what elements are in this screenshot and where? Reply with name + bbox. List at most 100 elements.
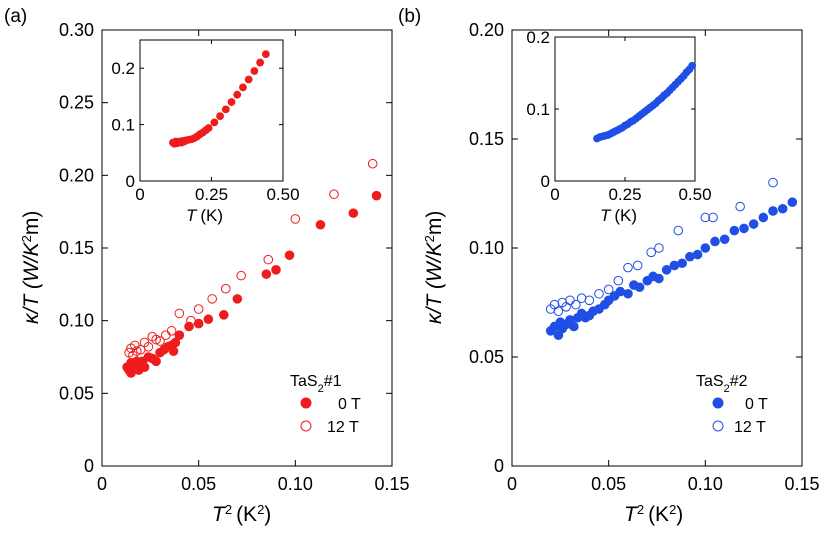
data-point (348, 208, 359, 218)
data-point (371, 190, 382, 201)
panel-b-x-axis-title: T2 (K2) (624, 502, 683, 527)
y-tick-label: 0 (126, 172, 135, 191)
y-tick-label: 0.2 (526, 28, 550, 47)
data-point (161, 330, 171, 341)
panel-b-legend-sample: TaS2#2 (696, 373, 748, 395)
data-point (623, 262, 633, 273)
data-point (132, 346, 142, 356)
panel-b-inset-ticks (554, 36, 696, 182)
panel-b-inset-x-axis-title: T (K) (600, 206, 637, 225)
data-point (271, 265, 281, 275)
panel-b-legend-label-12t: 12 T (734, 419, 766, 436)
data-point (256, 58, 265, 67)
y-tick-label: 0 (84, 456, 94, 476)
y-tick-label: 0.2 (111, 59, 135, 78)
panel-b-y-tick-labels: 0 0.05 0.10 0.15 0.20 (469, 20, 504, 476)
data-point (166, 326, 177, 336)
data-point (571, 299, 581, 310)
data-point (719, 234, 730, 245)
panel-b-series-12t (545, 177, 778, 317)
x-tick-label: 0 (550, 185, 559, 204)
x-tick-label: 0 (135, 185, 144, 204)
panel-a-legend-label-0t: 0 T (338, 396, 361, 413)
data-point (692, 249, 703, 260)
panel-a-series-0t (122, 190, 382, 378)
panel-a-x-tick-labels: 0 0.05 0.10 0.15 (97, 474, 410, 494)
panel-a-x-axis-title: T2 (K2) (212, 502, 271, 527)
data-point (553, 306, 564, 317)
x-tick-label: 0 (97, 474, 107, 494)
data-point (210, 118, 219, 127)
panel-b-legend-label-0t: 0 T (745, 396, 768, 413)
data-point (284, 250, 295, 261)
panel-b-y-axis-title: κ/T (W/K2m) (422, 211, 447, 324)
data-point (758, 212, 769, 223)
data-point (569, 321, 579, 332)
panel-a-y-axis-title: κ/T (W/K2m) (19, 211, 44, 324)
x-tick-label: 0.15 (374, 474, 409, 494)
data-point (290, 214, 301, 224)
panel-a-y-tick-labels: 0 0.05 0.10 0.15 0.20 0.25 0.30 (59, 20, 94, 476)
data-point (688, 61, 697, 70)
data-point (677, 258, 687, 269)
data-point (233, 90, 242, 99)
data-point (594, 288, 604, 299)
x-tick-label: 0.15 (784, 474, 819, 494)
y-tick-label: 0.10 (469, 238, 504, 258)
x-tick-label: 0.50 (266, 185, 299, 204)
data-point (634, 282, 645, 293)
data-point (155, 336, 165, 346)
y-tick-label: 0.25 (59, 93, 94, 113)
data-point (654, 273, 664, 284)
data-point (700, 212, 711, 223)
panel-b-series-0t (545, 197, 798, 341)
data-point (216, 112, 224, 121)
data-point (787, 197, 798, 208)
panel-b: (b) 0 0.05 0.10 0.15 00.050.100.150.20 T2 (K… (398, 6, 820, 526)
data-point (565, 295, 575, 306)
data-point (219, 310, 229, 320)
panel-a-legend-label-12t: 12 T (327, 419, 359, 436)
data-point (227, 98, 236, 106)
y-tick-label: 0 (541, 172, 550, 191)
y-tick-label: 0.20 (59, 165, 94, 185)
x-tick-label: 0.25 (195, 185, 228, 204)
panel-b-inset-x-tick-labels: 0 0.25 0.50 (550, 185, 711, 204)
x-tick-label: 0.05 (591, 474, 626, 494)
x-tick-label: 0 (507, 474, 517, 494)
data-point (613, 275, 624, 286)
data-point (250, 67, 259, 75)
panel-b-inset-y-tick-labels: 0 0.1 0.2 (526, 28, 550, 191)
data-point (777, 203, 788, 214)
data-point (207, 294, 217, 304)
data-point (143, 342, 154, 352)
panel-a-series-12t (124, 158, 378, 361)
data-point (632, 260, 643, 271)
data-point (768, 206, 778, 216)
panel-b-legend: TaS2#2 0 T 12 T (696, 373, 768, 436)
data-point (603, 284, 614, 295)
data-point (673, 225, 684, 236)
panel-b-legend-marker-0t (712, 397, 724, 409)
data-point (204, 124, 213, 132)
data-point (735, 201, 745, 212)
data-point (261, 269, 272, 279)
data-point (232, 294, 243, 304)
data-point (170, 337, 181, 348)
y-tick-label: 0.05 (469, 347, 504, 367)
panel-a-inset-series (168, 50, 270, 148)
panel-b-legend-marker-12t (712, 420, 724, 432)
data-point (239, 83, 247, 92)
data-point (710, 236, 720, 247)
panel-label-a: (a) (4, 6, 27, 27)
data-point (263, 254, 274, 265)
data-point (700, 243, 711, 253)
y-tick-label: 0 (494, 456, 504, 476)
panel-b-inset: 0 0.25 0.50 0 0.1 0.2 T (K) (526, 28, 711, 225)
panel-a-inset: 0 0.25 0.50 0 0.1 0.2 T (K) (111, 39, 300, 225)
panel-a-legend: TaS2#1 0 T 12 T (290, 373, 361, 436)
y-tick-label: 0.20 (469, 20, 504, 40)
panel-label-b: (b) (398, 6, 421, 27)
panel-b-x-tick-labels: 0 0.05 0.10 0.15 (507, 474, 820, 494)
